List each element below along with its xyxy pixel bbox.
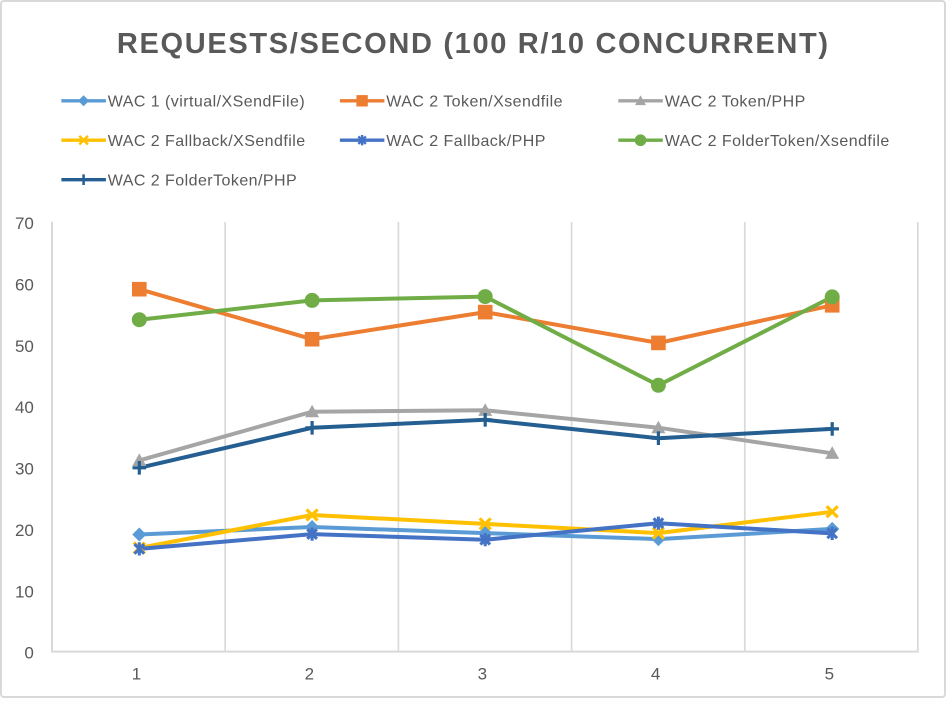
svg-text:4: 4 <box>651 664 660 683</box>
svg-text:WAC 2 Fallback/XSendfile: WAC 2 Fallback/XSendfile <box>108 133 306 150</box>
svg-text:WAC 2 Token/PHP: WAC 2 Token/PHP <box>665 94 806 111</box>
svg-text:REQUESTS/SECOND (100 R/10 CONC: REQUESTS/SECOND (100 R/10 CONCURRENT) <box>117 28 830 60</box>
svg-text:60: 60 <box>15 275 34 294</box>
svg-text:30: 30 <box>15 460 34 479</box>
svg-text:50: 50 <box>15 337 34 356</box>
svg-text:WAC 2 FolderToken/Xsendfile: WAC 2 FolderToken/Xsendfile <box>665 133 890 150</box>
svg-text:WAC 2 Token/Xsendfile: WAC 2 Token/Xsendfile <box>386 94 563 111</box>
svg-text:2: 2 <box>305 664 314 683</box>
svg-text:1: 1 <box>132 664 141 683</box>
svg-text:0: 0 <box>24 644 33 663</box>
svg-text:70: 70 <box>15 214 34 233</box>
svg-text:5: 5 <box>825 664 834 683</box>
svg-text:10: 10 <box>15 582 34 601</box>
svg-text:WAC 2 Fallback/PHP: WAC 2 Fallback/PHP <box>386 133 546 150</box>
svg-text:WAC 1 (virtual/XSendFile): WAC 1 (virtual/XSendFile) <box>108 94 305 111</box>
svg-text:3: 3 <box>478 664 487 683</box>
svg-text:40: 40 <box>15 398 34 417</box>
svg-text:WAC 2 FolderToken/PHP: WAC 2 FolderToken/PHP <box>108 173 297 190</box>
svg-text:20: 20 <box>15 521 34 540</box>
